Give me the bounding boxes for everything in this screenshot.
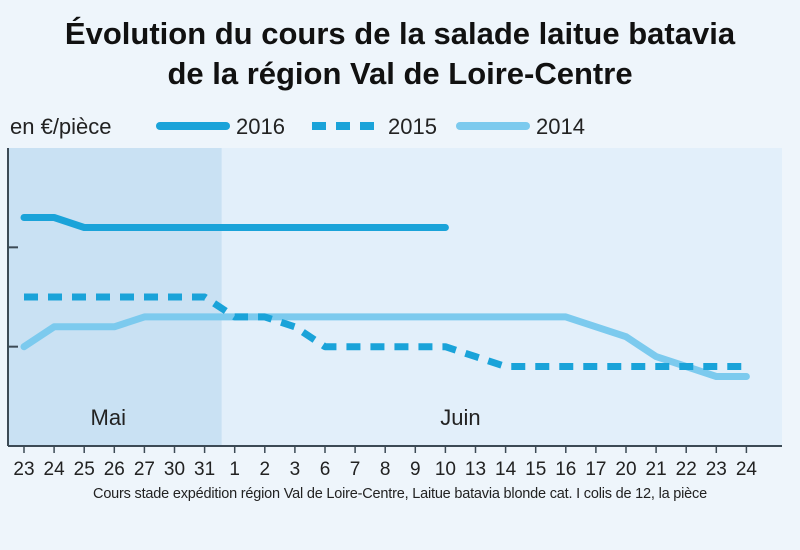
x-axis: 23 24 25 26 27 30 31 1 2 3 6 7 8 9 10 13 14 15 16 17 20 21 22 2… xyxy=(8,445,782,480)
x-tick-label: 15 xyxy=(525,459,546,480)
chart-title-line-2: de la région Val de Loire-Centre xyxy=(167,56,633,91)
x-tick-label: 17 xyxy=(585,459,606,480)
x-tick-label: 27 xyxy=(134,459,155,480)
x-tick-label: 26 xyxy=(104,459,125,480)
x-tick-label: 16 xyxy=(555,459,576,480)
x-tick-label: 25 xyxy=(74,459,95,480)
x-tick-label: 21 xyxy=(646,459,667,480)
chart-title-line-1: Évolution du cours de la salade laitue b… xyxy=(64,16,736,51)
legend-label-2015: 2015 xyxy=(388,114,437,139)
month-labels: Mai Juin xyxy=(91,405,481,430)
x-tick-label: 10 xyxy=(435,459,456,480)
month-label: Mai xyxy=(91,405,126,430)
series-lines xyxy=(20,214,750,380)
may-highlight-band xyxy=(8,148,222,446)
x-tick-label: 24 xyxy=(44,459,66,480)
chart-caption: Cours stade expédition région Val de Loi… xyxy=(93,486,707,502)
x-tick-label: 13 xyxy=(465,459,486,480)
x-tick-label: 20 xyxy=(615,459,636,480)
series-line-2014 xyxy=(20,313,750,380)
x-tick-label: 24 xyxy=(736,459,758,480)
x-tick-label: 9 xyxy=(410,459,421,480)
x-tick-label: 23 xyxy=(706,459,727,480)
legend-label-2016: 2016 xyxy=(236,114,285,139)
x-tick-label: 30 xyxy=(164,459,185,480)
x-tick-label: 8 xyxy=(380,459,391,480)
x-tick-label: 3 xyxy=(290,459,301,480)
x-tick-label: 7 xyxy=(350,459,361,480)
x-tick-label: 31 xyxy=(194,459,215,480)
x-tick-label: 23 xyxy=(13,459,34,480)
x-tick-label: 22 xyxy=(676,459,697,480)
y-unit-label: en €/pièce xyxy=(10,114,112,139)
series-line-2016 xyxy=(20,214,449,231)
series-line-2015 xyxy=(24,293,747,370)
legend: en €/pièce 2016 2015 2014 xyxy=(10,114,585,139)
x-tick-label: 6 xyxy=(320,459,331,480)
x-tick-label: 14 xyxy=(495,459,517,480)
month-label: Juin xyxy=(440,405,480,430)
x-tick-label: 1 xyxy=(229,459,240,480)
x-tick-label: 2 xyxy=(260,459,271,480)
chart-title: Évolution du cours de la salade laitue b… xyxy=(0,14,800,94)
legend-label-2014: 2014 xyxy=(536,114,585,139)
